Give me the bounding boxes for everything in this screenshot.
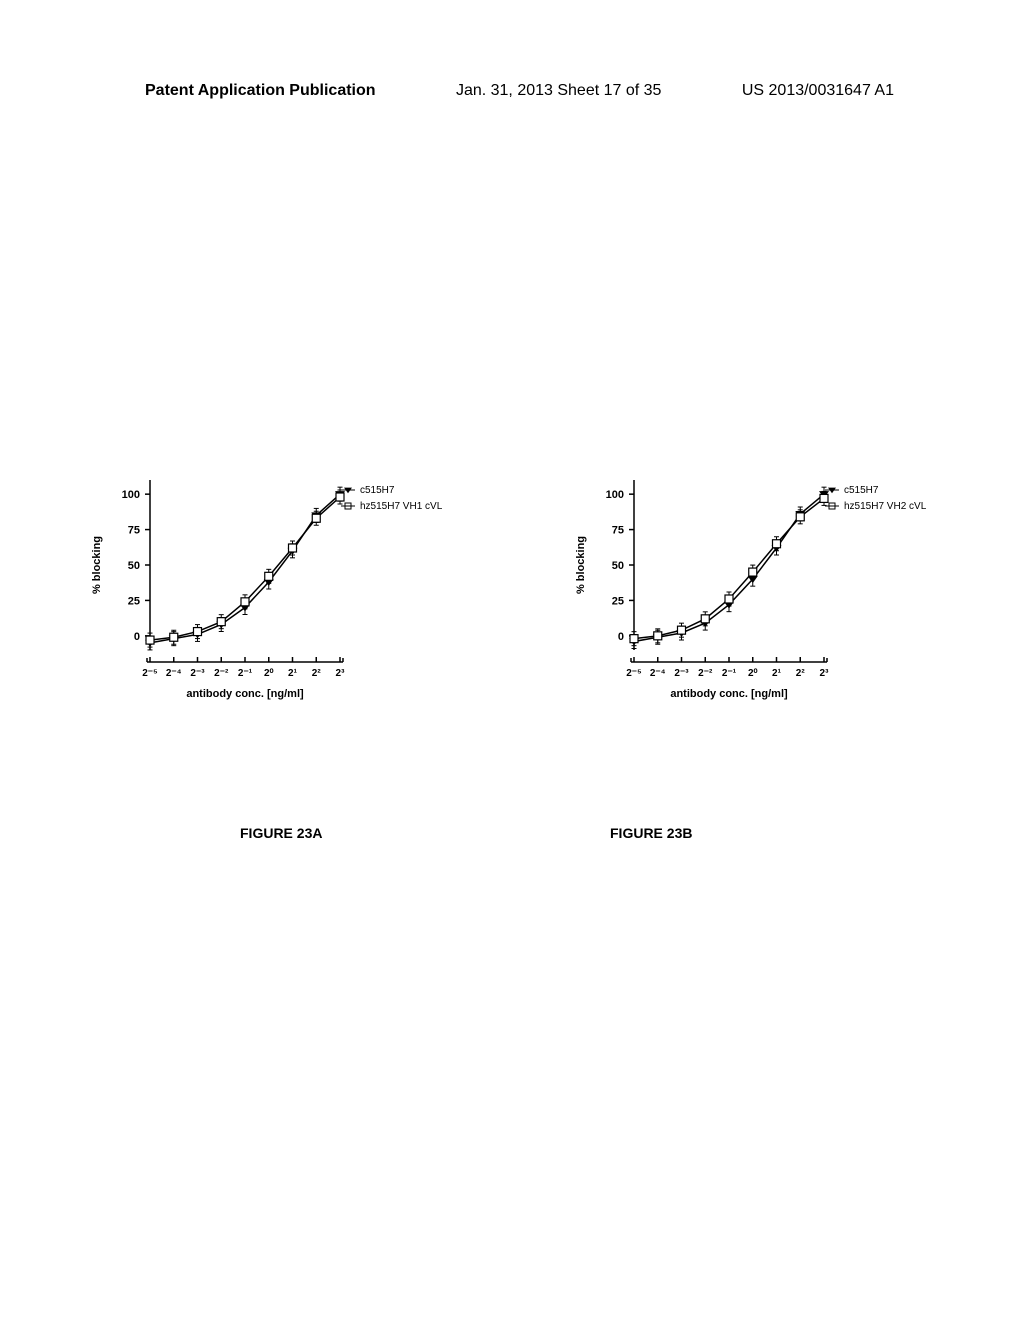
chart-b: 0 25 50 75 100 % blocking 2⁻⁵ 2⁻⁴ 2⁻³ 2⁻² 2⁻¹ 2⁰ 2¹ 2… bbox=[564, 470, 944, 720]
svg-text:hz515H7 VH2 cVL: hz515H7 VH2 cVL bbox=[844, 501, 927, 512]
header: Patent Application Publication Jan. 31, … bbox=[0, 82, 1024, 100]
svg-text:2¹: 2¹ bbox=[288, 668, 298, 679]
header-right: US 2013/0031647 A1 bbox=[742, 82, 894, 100]
svg-text:100: 100 bbox=[606, 489, 624, 501]
svg-text:75: 75 bbox=[128, 525, 140, 537]
svg-text:2⁻¹: 2⁻¹ bbox=[722, 668, 737, 679]
svg-text:2⁻¹: 2⁻¹ bbox=[238, 668, 253, 679]
svg-text:50: 50 bbox=[128, 560, 140, 572]
svg-text:25: 25 bbox=[128, 595, 140, 607]
header-left: Patent Application Publication bbox=[145, 82, 376, 100]
figure-label-a: FIGURE 23A bbox=[240, 825, 322, 841]
svg-text:2³: 2³ bbox=[336, 668, 346, 679]
svg-text:2⁰: 2⁰ bbox=[264, 668, 274, 679]
svg-text:50: 50 bbox=[612, 560, 624, 572]
svg-text:% blocking: % blocking bbox=[575, 536, 587, 594]
svg-text:2¹: 2¹ bbox=[772, 668, 782, 679]
header-center: Jan. 31, 2013 Sheet 17 of 35 bbox=[456, 82, 662, 100]
chart-a-wrapper: 0 25 50 75 100 % blocking 2⁻⁵ 2⁻⁴ 2⁻³ 2⁻² 2⁻¹ 2⁰ 2¹ 2… bbox=[70, 470, 470, 720]
svg-text:2⁻⁴: 2⁻⁴ bbox=[650, 668, 666, 679]
chart-b-wrapper: 0 25 50 75 100 % blocking 2⁻⁵ 2⁻⁴ 2⁻³ 2⁻² 2⁻¹ 2⁰ 2¹ 2… bbox=[554, 470, 954, 720]
charts-container: 0 25 50 75 100 % blocking 2⁻⁵ 2⁻⁴ 2⁻³ 2⁻² 2⁻¹ 2⁰ 2¹ 2… bbox=[70, 470, 954, 720]
svg-text:2⁻²: 2⁻² bbox=[698, 668, 713, 679]
svg-text:0: 0 bbox=[618, 631, 624, 643]
svg-text:2⁻⁴: 2⁻⁴ bbox=[166, 668, 182, 679]
svg-text:2³: 2³ bbox=[820, 668, 830, 679]
svg-text:antibody conc. [ng/ml]: antibody conc. [ng/ml] bbox=[186, 688, 304, 700]
svg-text:2²: 2² bbox=[796, 668, 806, 679]
svg-text:% blocking: % blocking bbox=[91, 536, 103, 594]
svg-text:0: 0 bbox=[134, 631, 140, 643]
chart-a: 0 25 50 75 100 % blocking 2⁻⁵ 2⁻⁴ 2⁻³ 2⁻² 2⁻¹ 2⁰ 2¹ 2… bbox=[80, 470, 460, 720]
svg-text:c515H7: c515H7 bbox=[360, 485, 395, 496]
svg-text:25: 25 bbox=[612, 595, 624, 607]
svg-text:2²: 2² bbox=[312, 668, 322, 679]
svg-text:c515H7: c515H7 bbox=[844, 485, 879, 496]
svg-text:2⁻³: 2⁻³ bbox=[190, 668, 205, 679]
svg-text:100: 100 bbox=[122, 489, 140, 501]
svg-text:2⁰: 2⁰ bbox=[748, 668, 758, 679]
svg-text:antibody conc. [ng/ml]: antibody conc. [ng/ml] bbox=[670, 688, 788, 700]
svg-text:2⁻⁵: 2⁻⁵ bbox=[142, 668, 158, 679]
svg-text:2⁻²: 2⁻² bbox=[214, 668, 229, 679]
figure-label-b: FIGURE 23B bbox=[610, 825, 692, 841]
svg-text:2⁻³: 2⁻³ bbox=[674, 668, 689, 679]
svg-text:2⁻⁵: 2⁻⁵ bbox=[626, 668, 642, 679]
svg-text:75: 75 bbox=[612, 525, 624, 537]
svg-text:hz515H7 VH1 cVL: hz515H7 VH1 cVL bbox=[360, 501, 443, 512]
